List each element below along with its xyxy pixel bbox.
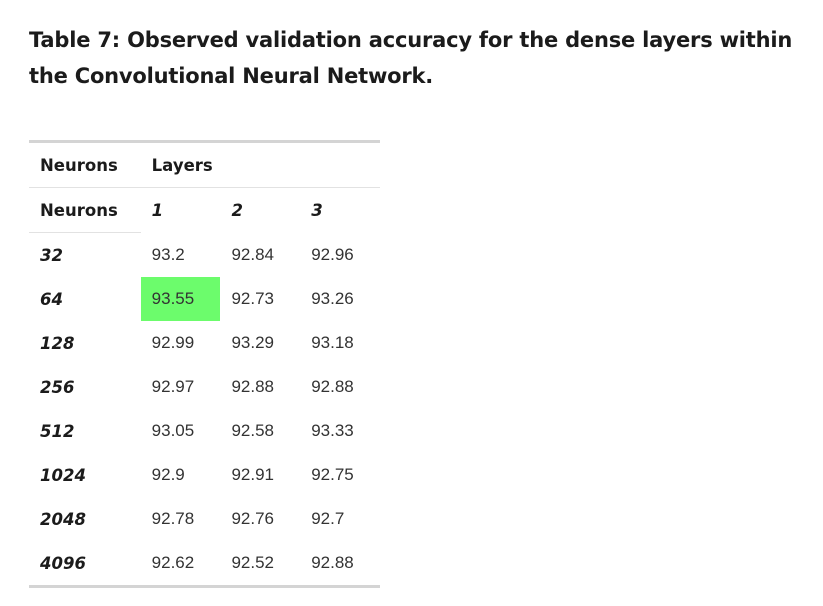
accuracy-cell: 92.91 bbox=[231, 465, 274, 484]
table-row: 4096 92.62 92.52 92.88 bbox=[29, 541, 380, 587]
table-row: 512 93.05 92.58 93.33 bbox=[29, 409, 380, 453]
accuracy-cell: 93.33 bbox=[311, 421, 354, 440]
table-row: 128 92.99 93.29 93.18 bbox=[29, 321, 380, 365]
header-neurons: Neurons bbox=[29, 141, 141, 188]
accuracy-table: Neurons Layers Neurons 1 2 3 32 93.2 92.… bbox=[29, 140, 380, 588]
accuracy-cell: 92.76 bbox=[231, 509, 274, 528]
accuracy-cell: 92.99 bbox=[151, 333, 195, 352]
row-neurons-label: 1024 bbox=[40, 465, 86, 485]
table-row: 32 93.2 92.84 92.96 bbox=[29, 233, 380, 278]
row-neurons-label: 4096 bbox=[40, 553, 86, 573]
accuracy-cell: 92.58 bbox=[231, 421, 274, 440]
header-row-layers: Neurons Layers bbox=[29, 141, 380, 188]
row-neurons-label: 128 bbox=[40, 333, 75, 353]
accuracy-cell: 92.88 bbox=[311, 553, 354, 572]
accuracy-cell: 92.62 bbox=[151, 553, 195, 572]
header-layer-1: 1 bbox=[151, 200, 164, 220]
row-neurons-label: 512 bbox=[40, 421, 75, 441]
table-caption: Table 7: Observed validation accuracy fo… bbox=[29, 28, 793, 88]
accuracy-cell: 92.78 bbox=[151, 509, 195, 528]
table-row: 2048 92.78 92.76 92.7 bbox=[29, 497, 380, 541]
row-neurons-label: 32 bbox=[40, 245, 63, 265]
accuracy-cell: 92.96 bbox=[311, 244, 354, 264]
header-layer-3: 3 bbox=[311, 200, 323, 220]
accuracy-cell: 93.18 bbox=[311, 333, 354, 352]
accuracy-cell: 93.2 bbox=[151, 244, 185, 264]
header-layer-2: 2 bbox=[231, 200, 243, 220]
accuracy-cell: 92.9 bbox=[151, 465, 185, 484]
table-row: 1024 92.9 92.91 92.75 bbox=[29, 453, 380, 497]
table-row: 256 92.97 92.88 92.88 bbox=[29, 365, 380, 409]
row-neurons-label: 256 bbox=[40, 377, 75, 397]
accuracy-cell: 93.05 bbox=[151, 421, 195, 440]
accuracy-cell: 92.88 bbox=[231, 377, 274, 396]
best-accuracy-cell: 93.55 bbox=[140, 277, 221, 321]
accuracy-cell: 93.26 bbox=[311, 289, 354, 308]
header-layers: Layers bbox=[140, 141, 380, 188]
row-neurons-label: 2048 bbox=[40, 509, 86, 529]
accuracy-cell: 93.29 bbox=[231, 333, 274, 352]
row-neurons-label: 64 bbox=[40, 289, 63, 309]
accuracy-cell: 92.52 bbox=[231, 553, 274, 572]
accuracy-cell: 92.88 bbox=[311, 377, 354, 396]
header-neurons-sub: Neurons bbox=[29, 187, 141, 233]
table-row: 64 93.55 92.73 93.26 bbox=[29, 277, 380, 321]
accuracy-cell: 92.84 bbox=[231, 244, 274, 264]
accuracy-cell: 92.75 bbox=[311, 465, 354, 484]
header-row-layer-numbers: Neurons 1 2 3 bbox=[29, 187, 380, 233]
accuracy-cell: 92.7 bbox=[311, 509, 345, 528]
accuracy-cell: 92.73 bbox=[231, 289, 274, 308]
accuracy-cell: 92.97 bbox=[151, 377, 195, 396]
